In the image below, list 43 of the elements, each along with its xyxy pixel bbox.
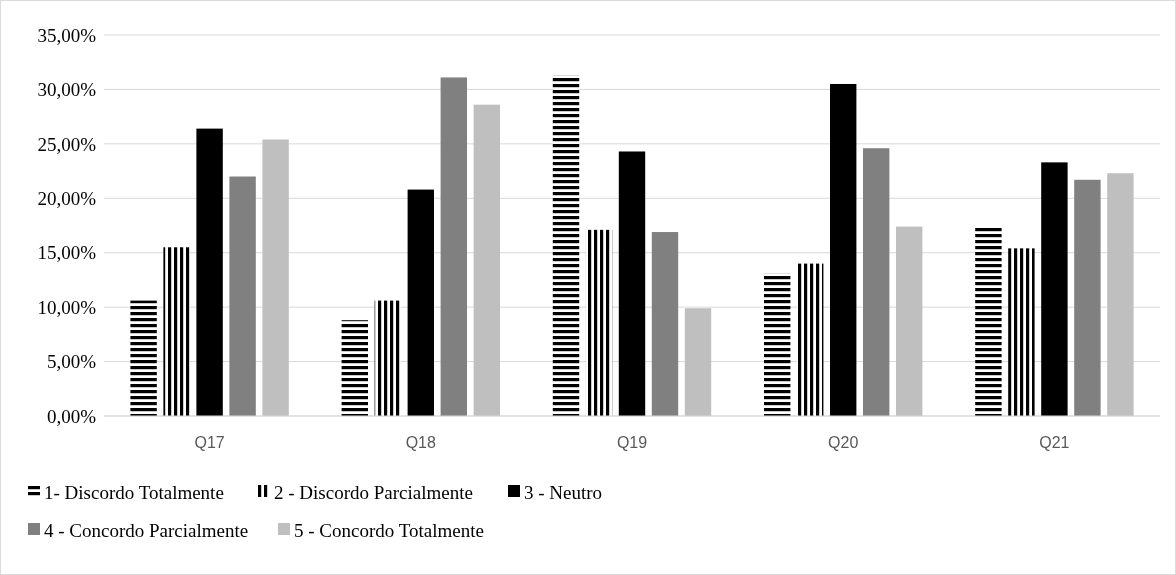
- y-tick-label: 20,00%: [37, 187, 97, 209]
- legend-label: 2 - Discordo Parcialmente: [274, 481, 473, 503]
- bar: [618, 151, 646, 416]
- legend-label: 5 - Concordo Totalmente: [294, 519, 484, 541]
- y-tick-label: 0,00%: [46, 405, 97, 427]
- bar: [130, 300, 157, 416]
- x-tick-label: Q21: [1039, 434, 1070, 451]
- bar: [764, 273, 791, 416]
- bar: [896, 226, 923, 416]
- bar: [473, 104, 500, 416]
- y-tick-label: 5,00%: [46, 351, 97, 373]
- y-tick-label: 15,00%: [37, 242, 97, 264]
- bar: [374, 300, 401, 416]
- bar: [1008, 248, 1035, 416]
- bar: [830, 83, 857, 416]
- bar: [863, 148, 890, 416]
- bar: [797, 263, 824, 416]
- bar: [407, 189, 434, 416]
- bar: [1074, 179, 1101, 416]
- bar: [341, 320, 368, 416]
- legend-label: 1- Discordo Totalmente: [44, 481, 224, 503]
- bar: [585, 229, 613, 416]
- y-tick-label: 35,00%: [37, 24, 97, 46]
- bar: [262, 139, 289, 416]
- bar: [196, 128, 223, 416]
- bar: [975, 227, 1002, 416]
- bar: [1041, 162, 1068, 416]
- bar: [651, 232, 679, 416]
- bar: [163, 247, 190, 416]
- bar: [440, 77, 467, 416]
- bar: [552, 75, 580, 416]
- x-tick-label: Q17: [194, 434, 225, 451]
- bar: [1107, 173, 1134, 416]
- x-tick-label: Q20: [828, 434, 859, 451]
- bar: [229, 176, 256, 416]
- x-tick-label: Q18: [405, 434, 437, 451]
- bar: [684, 308, 712, 416]
- y-tick-label: 30,00%: [37, 79, 97, 101]
- legend-label: 3 - Neutro: [524, 481, 603, 503]
- legend-label: 4 - Concordo Parcialmente: [44, 519, 249, 541]
- y-tick-label: 10,00%: [37, 296, 97, 318]
- x-tick-label: Q19: [616, 434, 648, 451]
- y-tick-label: 25,00%: [37, 133, 97, 155]
